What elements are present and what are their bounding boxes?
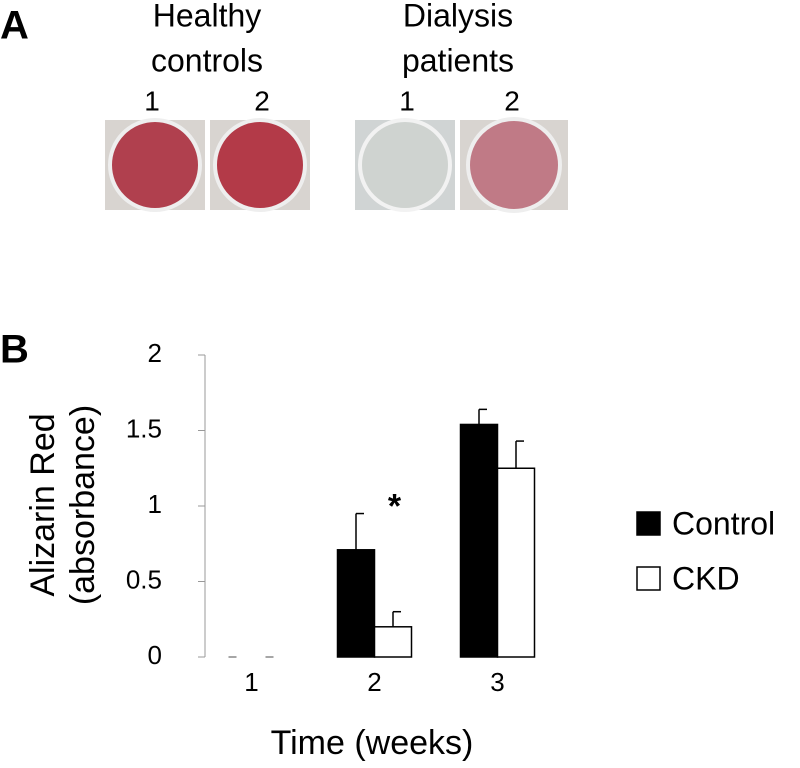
y-tick-label: 2 — [148, 338, 162, 368]
well — [358, 118, 452, 212]
bar — [336, 549, 376, 658]
x-axis-label: Time (weeks) — [271, 724, 474, 762]
error-bar — [515, 440, 524, 469]
y-tick-label: 1 — [148, 489, 162, 519]
well-number: 2 — [504, 85, 520, 116]
well — [466, 117, 562, 213]
x-tick-label: 2 — [367, 667, 381, 697]
group-label: Healthy — [153, 0, 262, 33]
bar — [373, 626, 413, 658]
bar — [459, 423, 499, 658]
group-label: patients — [402, 42, 514, 78]
y-axis-label: (absorbance) — [64, 405, 102, 605]
error-bar — [392, 610, 401, 627]
error-bar — [478, 408, 487, 425]
panel-label: B — [0, 328, 29, 372]
y-tick-label: 0 — [148, 640, 162, 670]
well — [213, 118, 307, 212]
y-tick-label: 1.5 — [126, 413, 162, 443]
panel-label: A — [0, 4, 29, 48]
x-tick-label: 3 — [490, 667, 504, 697]
well-images — [105, 117, 568, 213]
error-bar — [355, 512, 364, 550]
well-number: 1 — [144, 85, 160, 116]
y-axis-label: Alizarin Red — [24, 413, 62, 596]
legend-swatch — [636, 511, 661, 536]
y-tick-label: 0.5 — [126, 564, 162, 594]
well-number: 1 — [399, 85, 415, 116]
legend-label: CKD — [672, 560, 740, 596]
bar — [496, 467, 536, 658]
annotation: * — [388, 488, 402, 526]
legend-label: Control — [672, 505, 775, 541]
well — [108, 118, 202, 212]
legend-swatch — [636, 566, 661, 591]
group-label: controls — [151, 42, 263, 78]
x-tick-label: 1 — [244, 667, 258, 697]
well-number: 2 — [254, 85, 270, 116]
group-label: Dialysis — [403, 0, 513, 33]
